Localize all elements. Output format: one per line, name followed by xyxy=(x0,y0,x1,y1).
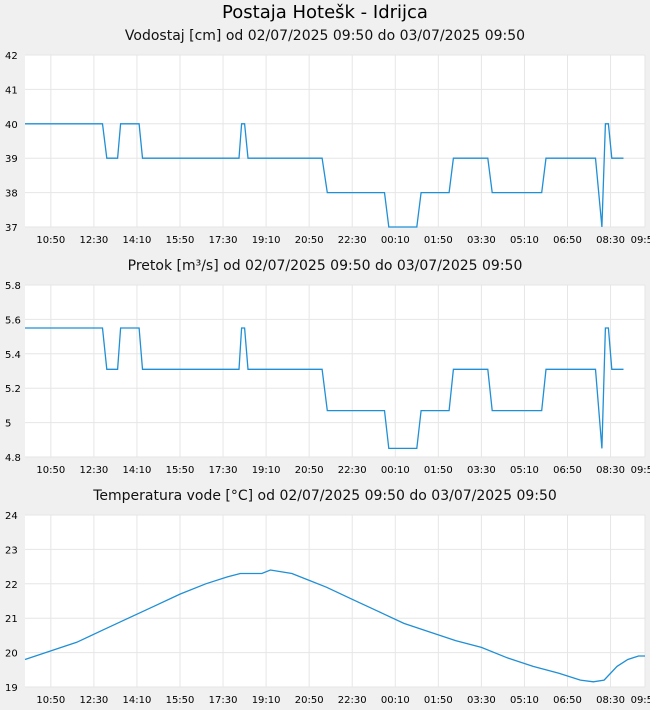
x-tick-label: 10:50 xyxy=(36,235,65,246)
x-tick-label: 20:50 xyxy=(295,465,324,476)
x-tick-label: 03:30 xyxy=(467,695,496,706)
x-tick-label: 20:50 xyxy=(295,235,324,246)
y-tick-label: 5 xyxy=(5,419,11,430)
x-tick-label: 08:30 xyxy=(596,235,625,246)
x-tick-label: 01:50 xyxy=(424,695,453,706)
x-tick-label: 15:50 xyxy=(166,465,195,476)
water-level-plot: 37 38 39 40 41 42 10:50 12:30 14:10 15:50 17:30 19:… xyxy=(5,51,650,246)
x-tick-label: 19:10 xyxy=(252,695,281,706)
series-line xyxy=(24,569,645,683)
x-tick-label: 00:10 xyxy=(381,235,410,246)
water-level-chart: Vodostaj [cm] od 02/07/2025 09:50 do 03/… xyxy=(0,28,650,258)
x-tick-label: 05:10 xyxy=(510,465,539,476)
x-tick-label: 15:50 xyxy=(166,235,195,246)
x-tick-label: 22:30 xyxy=(338,695,367,706)
y-tick-label: 23 xyxy=(5,545,18,556)
x-tick-label: 10:50 xyxy=(36,695,65,706)
y-tick-label: 20 xyxy=(5,649,18,660)
discharge-chart: Pretok [m³/s] od 02/07/2025 09:50 do 03/… xyxy=(0,258,650,488)
chart-title: Vodostaj [cm] od 02/07/2025 09:50 do 03/… xyxy=(124,28,526,44)
y-tick-label: 21 xyxy=(5,614,18,625)
x-tick-label: 00:10 xyxy=(381,695,410,706)
x-tick-label: 17:30 xyxy=(209,695,238,706)
water-temperature-chart: Temperatura vode [°C] od 02/07/2025 09:5… xyxy=(0,488,650,710)
series-line xyxy=(25,327,624,450)
x-tick-label: 14:10 xyxy=(123,695,152,706)
discharge-plot: 4.8 5 5.2 5.4 5.6 5.8 10:50 12:30 14:10 15:50 17:3… xyxy=(5,281,650,476)
y-tick-label: 24 xyxy=(5,511,18,522)
x-tick-label: 06:50 xyxy=(553,695,582,706)
x-tick-label: 15:50 xyxy=(166,695,195,706)
x-tick-label: 08:30 xyxy=(596,695,625,706)
x-tick-label: 09:50 xyxy=(631,695,650,706)
x-tick-label: 05:10 xyxy=(510,235,539,246)
x-tick-label: 00:10 xyxy=(381,465,410,476)
x-tick-label: 17:30 xyxy=(209,465,238,476)
series-line xyxy=(25,123,624,228)
x-tick-label: 01:50 xyxy=(424,235,453,246)
y-tick-label: 38 xyxy=(5,189,18,200)
x-tick-label: 06:50 xyxy=(553,235,582,246)
page-title: Postaja Hotešk - Idrijca xyxy=(222,2,428,23)
y-tick-label: 39 xyxy=(5,154,18,165)
x-tick-label: 05:10 xyxy=(510,695,539,706)
y-tick-label: 5.2 xyxy=(5,384,21,395)
x-tick-label: 14:10 xyxy=(123,465,152,476)
x-tick-label: 12:30 xyxy=(79,235,108,246)
x-tick-label: 19:10 xyxy=(252,235,281,246)
x-tick-label: 17:30 xyxy=(209,235,238,246)
y-tick-label: 37 xyxy=(5,223,18,234)
y-tick-label: 19 xyxy=(5,683,18,694)
x-tick-label: 19:10 xyxy=(252,465,281,476)
plot-area xyxy=(25,285,645,457)
y-tick-label: 41 xyxy=(5,85,18,96)
x-tick-label: 20:50 xyxy=(295,695,324,706)
x-tick-label: 03:30 xyxy=(467,235,496,246)
x-tick-label: 06:50 xyxy=(553,465,582,476)
y-tick-label: 40 xyxy=(5,120,18,131)
y-tick-label: 22 xyxy=(5,580,18,591)
x-tick-label: 12:30 xyxy=(79,695,108,706)
x-tick-label: 03:30 xyxy=(467,465,496,476)
x-tick-label: 08:30 xyxy=(596,465,625,476)
x-tick-label: 09:50 xyxy=(631,465,650,476)
y-tick-label: 4.8 xyxy=(5,453,21,464)
plot-area xyxy=(25,55,645,227)
x-tick-label: 22:30 xyxy=(338,235,367,246)
y-tick-label: 5.6 xyxy=(5,315,21,326)
x-tick-label: 01:50 xyxy=(424,465,453,476)
x-tick-label: 09:50 xyxy=(631,235,650,246)
y-tick-label: 42 xyxy=(5,51,18,62)
chart-title: Pretok [m³/s] od 02/07/2025 09:50 do 03/… xyxy=(127,258,523,274)
y-tick-label: 5.4 xyxy=(5,350,21,361)
water-temperature-plot: 19 20 21 22 23 24 10:50 12:30 14:10 15:50 17:30 19:… xyxy=(5,511,650,706)
y-tick-label: 5.8 xyxy=(5,281,21,292)
x-tick-label: 10:50 xyxy=(36,465,65,476)
chart-title: Temperatura vode [°C] od 02/07/2025 09:5… xyxy=(93,488,557,504)
x-tick-label: 14:10 xyxy=(123,235,152,246)
x-tick-label: 12:30 xyxy=(79,465,108,476)
plot-area xyxy=(25,515,645,687)
x-tick-label: 22:30 xyxy=(338,465,367,476)
